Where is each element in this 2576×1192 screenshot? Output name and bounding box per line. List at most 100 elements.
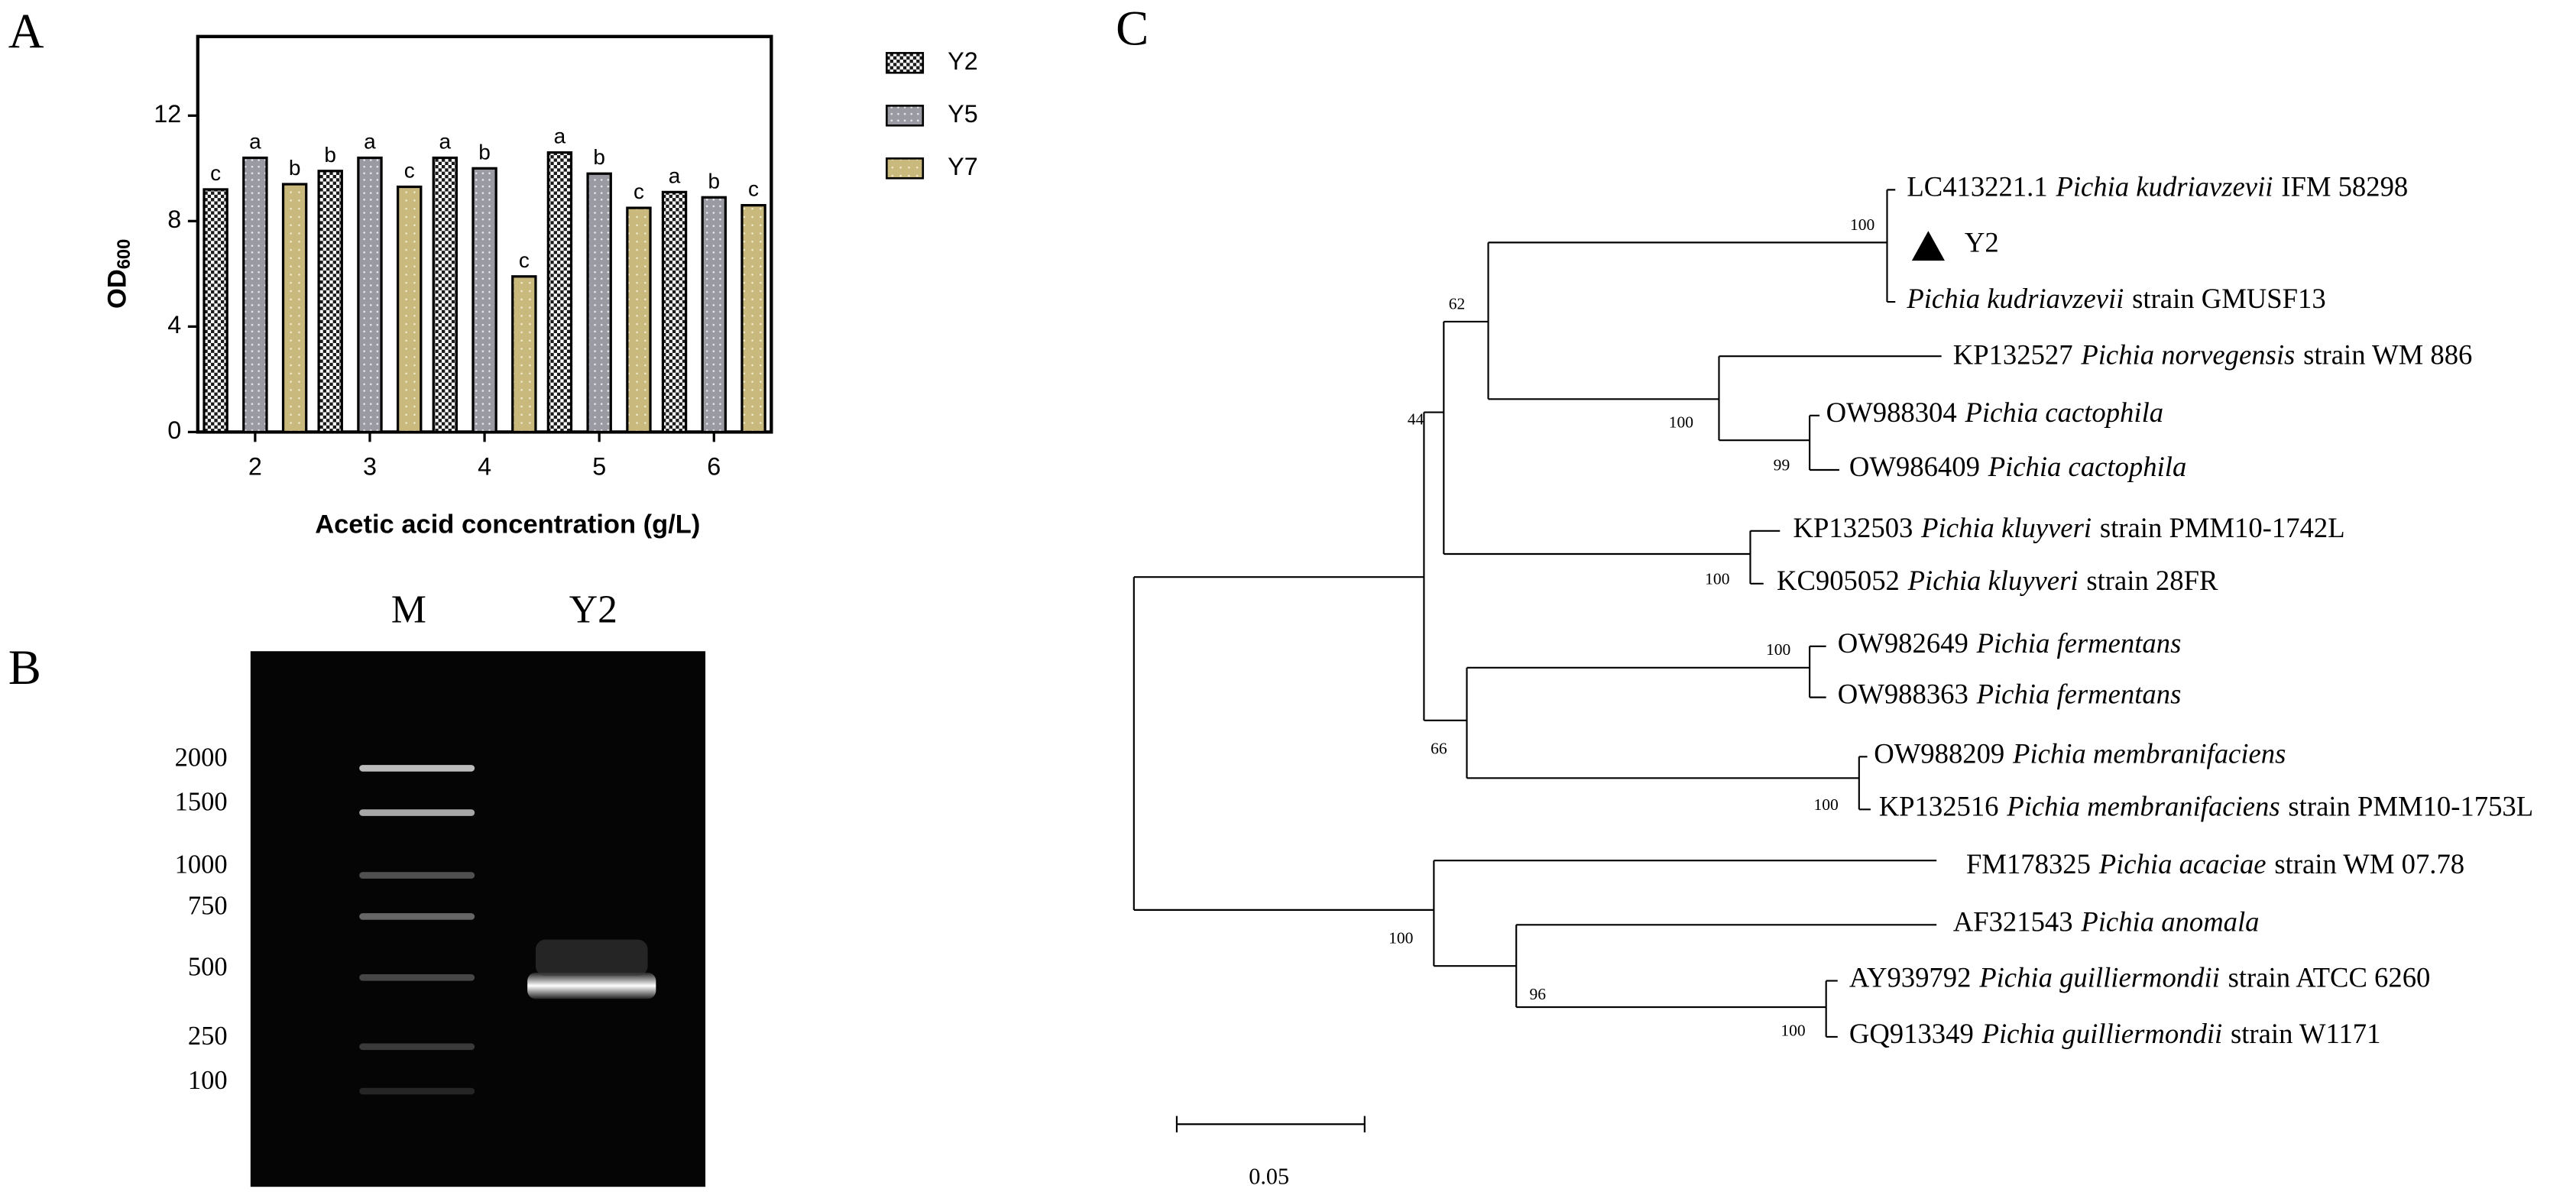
leaf-label: OW988304 Pichia cactophila [1826, 397, 2163, 428]
leaf-accession: OW988363 [1838, 679, 1968, 710]
leaf-label: AY939792 Pichia guilliermondii strain ATCC… [1849, 962, 2431, 993]
leaf-suffix: strain ATCC 6260 [2228, 962, 2431, 993]
leaf-species: Pichia kudriavzevii [1906, 283, 2124, 314]
legend-swatch [886, 105, 925, 127]
significance-letter: c [633, 180, 644, 203]
bar [397, 185, 423, 434]
legend-label: Y7 [948, 153, 978, 180]
significance-letter: a [669, 164, 681, 187]
bootstrap-value: 62 [1449, 294, 1466, 313]
ladder-band [359, 913, 475, 920]
significance-letter: a [364, 130, 376, 154]
x-tick-label: 2 [248, 452, 262, 480]
leaf-accession: OW982649 [1838, 627, 1968, 659]
bootstrap-value: 100 [1850, 215, 1874, 234]
leaf-species: Pichia membranifaciens [2006, 791, 2280, 822]
bar [586, 172, 612, 434]
lane-label: Y2 [569, 588, 617, 632]
leaf-species: Pichia guilliermondii [1978, 962, 2220, 993]
leaf-label: Y2 [1965, 227, 1999, 258]
gel-image [250, 651, 706, 1187]
scale-bar [1175, 1116, 1366, 1133]
leaf-label: OW988363 Pichia fermentans [1838, 679, 2182, 710]
significance-letter: b [593, 145, 605, 169]
ladder-band [359, 1043, 475, 1051]
leaf-accession: KP132503 [1793, 512, 1913, 543]
bootstrap-value: 44 [1408, 410, 1424, 428]
legend-swatch [886, 52, 925, 74]
leaf-label: KC905052 Pichia kluyveri strain 28FR [1777, 565, 2218, 596]
bootstrap-value: 100 [1766, 640, 1790, 659]
bar [546, 151, 573, 434]
bootstrap-value: 100 [1669, 413, 1693, 432]
leaf-suffix: strain WM 886 [2303, 339, 2472, 371]
x-axis-label: Acetic acid concentration (g/L) [315, 510, 700, 539]
marker-label: 2000 [175, 743, 228, 773]
significance-letter: c [519, 248, 530, 272]
leaf-accession: KP132516 [1879, 791, 1999, 822]
x-tick-label: 6 [707, 452, 721, 480]
leaf-suffix: strain PMM10-1753L [2288, 791, 2533, 822]
significance-letter: a [249, 130, 261, 154]
leaf-suffix: strain GMUSF13 [2132, 283, 2326, 314]
x-tick-label: 5 [592, 452, 606, 480]
leaf-label: OW982649 Pichia fermentans [1838, 627, 2182, 659]
bootstrap-value: 66 [1431, 740, 1447, 758]
significance-letter: c [404, 158, 415, 182]
marker-triangle [1911, 231, 1945, 261]
significance-letter: c [210, 161, 221, 185]
leaf-suffix: IFM 58298 [2281, 171, 2408, 202]
marker-label: 250 [188, 1022, 228, 1051]
leaf-species: Pichia kluyveri [1907, 565, 2079, 596]
ladder-band [359, 1087, 475, 1095]
significance-letter: b [478, 140, 491, 164]
leaf-label: KP132527 Pichia norvegensis strain WM 886 [1953, 339, 2473, 371]
bar [661, 190, 688, 434]
significance-letter: a [439, 130, 452, 154]
leaf-label: OW988209 Pichia membranifaciens [1874, 738, 2286, 769]
legend-swatch [886, 157, 925, 180]
y-tick-label: 4 [167, 311, 181, 338]
y-axis-label: OD600 [102, 239, 134, 309]
leaf-accession: FM178325 [1966, 848, 2091, 879]
tree-branches [1132, 189, 1942, 1038]
leaf-species: Pichia cactophila [1988, 451, 2187, 482]
marker-label: 500 [188, 952, 228, 981]
marker-label: 1000 [175, 850, 228, 879]
leaf-label: LC413221.1 Pichia kudriavzevii IFM 58298 [1907, 171, 2408, 202]
leaf-species: Pichia guilliermondii [1981, 1018, 2223, 1049]
leaf-accession: OW988304 [1826, 397, 1957, 428]
significance-letter: b [289, 156, 301, 180]
x-tick-label: 3 [363, 452, 377, 480]
leaf-label: KP132503 Pichia kluyveri strain PMM10-1742… [1793, 512, 2345, 543]
ladder-band [359, 809, 475, 816]
bootstrap-value: 100 [1814, 795, 1839, 814]
leaf-label: OW986409 Pichia cactophila [1849, 451, 2186, 482]
leaf-label: GQ913349 Pichia guilliermondii strain W117… [1849, 1018, 2381, 1049]
bar [432, 156, 458, 434]
ladder-band [359, 973, 475, 981]
leaf-species: Pichia cactophila [1965, 397, 2164, 428]
leaf-accession: LC413221.1 [1907, 171, 2047, 202]
bootstrap-value: 100 [1388, 929, 1413, 947]
legend-label: Y2 [948, 47, 978, 75]
leaf-species: Pichia kudriavzevii [2055, 171, 2273, 202]
ladder-band [359, 872, 475, 879]
leaf-suffix: strain PMM10-1742L [2100, 512, 2345, 543]
leaf-species: Pichia fermentans [1976, 627, 2182, 659]
leaf-accession: OW988209 [1874, 738, 2004, 769]
leaf-species: Pichia acaciae [2098, 848, 2267, 879]
lane-label: M [391, 588, 426, 632]
bar [511, 275, 537, 434]
bar [317, 170, 343, 434]
scale-label: 0.05 [1249, 1163, 1289, 1189]
ladder-band [359, 765, 475, 772]
y-tick-label: 12 [154, 100, 181, 128]
significance-letter: c [748, 177, 759, 201]
bootstrap-value: 96 [1529, 985, 1546, 1003]
leaf-suffix: strain WM 07.78 [2274, 848, 2464, 879]
leaf-accession: AF321543 [1953, 906, 2073, 938]
leaf-species: Pichia membranifaciens [2012, 738, 2286, 769]
